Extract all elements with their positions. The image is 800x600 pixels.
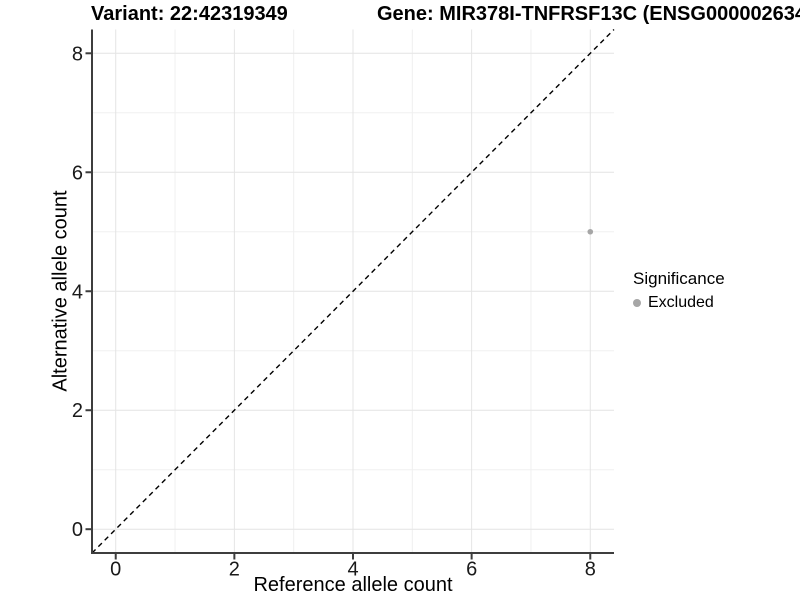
y-tick-label: 8 [72,43,83,65]
y-axis-label: Alternative allele count [49,190,72,392]
y-tick-label: 6 [72,162,83,184]
identity-line [91,29,615,554]
x-tick-label: 4 [347,559,358,581]
x-tick-label: 6 [466,559,477,581]
x-axis-label: Reference allele count [253,574,453,596]
legend-item-label: Excluded [648,294,714,311]
legend-item-excluded: Excluded [633,293,725,312]
x-tick-label: 0 [110,559,121,581]
x-tick-label: 2 [229,559,240,581]
y-tick-label: 0 [72,519,83,541]
data-point [587,228,594,235]
y-tick-label: 4 [72,281,83,303]
plot-title-variant: Variant: 22:42319349 [91,3,288,25]
x-tick-label: 8 [585,559,596,581]
y-tick-label: 2 [72,400,83,422]
legend-title: Significance [633,269,725,288]
excluded-point-icon [633,298,641,307]
plot-title-gene: Gene: MIR378I-TNFRSF13C (ENSG000002634 [377,3,800,25]
legend: Significance Excluded [633,269,725,312]
